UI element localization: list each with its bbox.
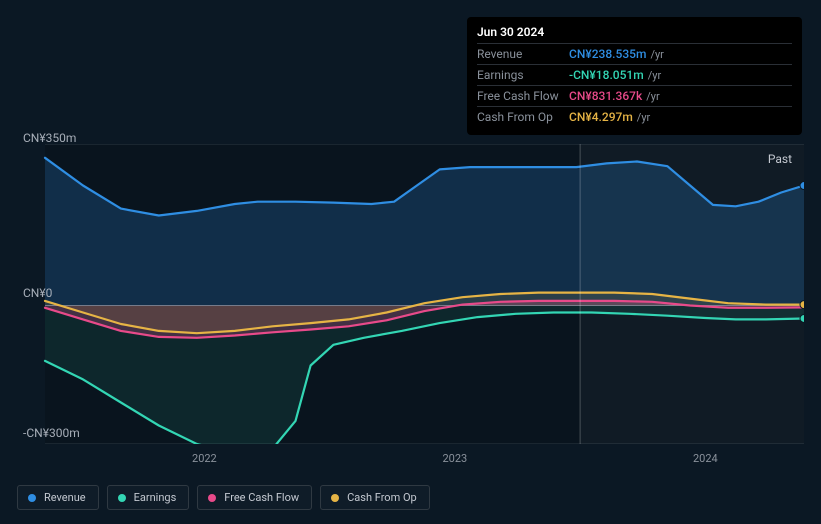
- past-label: Past: [768, 152, 792, 166]
- x-axis-label: 2024: [693, 452, 718, 465]
- tooltip-row-unit: /yr: [648, 69, 661, 82]
- legend-item-label: Cash From Op: [347, 491, 417, 504]
- y-axis-label: -CN¥300m: [23, 426, 80, 440]
- legend-dot-icon: [331, 494, 339, 502]
- tooltip-row-label: Earnings: [477, 68, 569, 82]
- legend-dot-icon: [118, 494, 126, 502]
- tooltip-row-label: Cash From Op: [477, 110, 569, 124]
- tooltip-row-value: CN¥831.367k: [569, 89, 642, 103]
- tooltip-row-label: Revenue: [477, 47, 569, 61]
- tooltip-row: Free Cash FlowCN¥831.367k/yr: [477, 85, 792, 106]
- tooltip-row-value: CN¥238.535m: [569, 47, 646, 61]
- tooltip-row: Cash From OpCN¥4.297m/yr: [477, 106, 792, 127]
- x-axis-label: 2023: [442, 452, 467, 465]
- legend-item-label: Free Cash Flow: [224, 491, 299, 504]
- chart-legend: Revenue Earnings Free Cash Flow Cash From O…: [17, 485, 430, 510]
- legend-item[interactable]: Revenue: [17, 485, 99, 510]
- tooltip-row-value: -CN¥18.051m: [569, 68, 644, 82]
- tooltip-row-unit: /yr: [646, 90, 659, 103]
- legend-item[interactable]: Earnings: [107, 485, 190, 510]
- x-axis-label: 2022: [192, 452, 217, 465]
- tooltip-row: Earnings-CN¥18.051m/yr: [477, 64, 792, 85]
- tooltip-date: Jun 30 2024: [477, 23, 792, 43]
- tooltip-row-value: CN¥4.297m: [569, 110, 633, 124]
- hover-tooltip: Jun 30 2024 RevenueCN¥238.535m/yrEarning…: [467, 17, 802, 135]
- legend-item[interactable]: Cash From Op: [320, 485, 430, 510]
- tooltip-row-unit: /yr: [650, 48, 663, 61]
- legend-item-label: Revenue: [44, 491, 86, 504]
- legend-dot-icon: [208, 494, 216, 502]
- tooltip-row-label: Free Cash Flow: [477, 89, 569, 103]
- tooltip-row-unit: /yr: [637, 111, 650, 124]
- legend-item[interactable]: Free Cash Flow: [197, 485, 312, 510]
- legend-dot-icon: [28, 494, 36, 502]
- y-axis-label: CN¥350m: [23, 131, 76, 145]
- financials-chart[interactable]: CN¥350mCN¥0-CN¥300mPast: [17, 144, 804, 444]
- chart-plot-area: [17, 144, 804, 444]
- legend-item-label: Earnings: [134, 491, 177, 504]
- y-axis-label: CN¥0: [23, 286, 52, 300]
- tooltip-row: RevenueCN¥238.535m/yr: [477, 43, 792, 64]
